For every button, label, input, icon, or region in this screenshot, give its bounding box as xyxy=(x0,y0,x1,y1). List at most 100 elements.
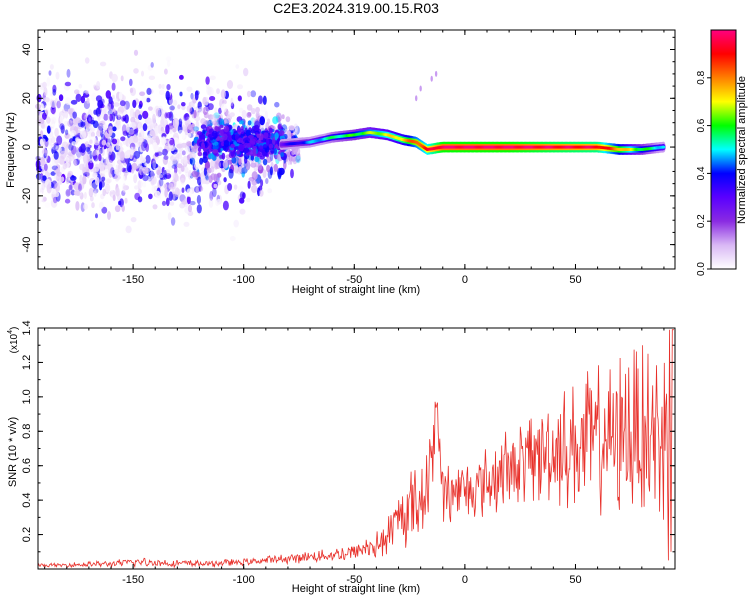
heatmap-cell xyxy=(227,131,231,138)
heatmap-cell xyxy=(43,196,47,202)
colorbar-tick-label: 0.4 xyxy=(696,166,707,180)
heatmap-cell xyxy=(210,114,216,124)
heatmap-cell xyxy=(227,183,233,191)
heatmap-cell xyxy=(152,204,158,210)
x-tick-label: -150 xyxy=(122,574,144,586)
heatmap-cell xyxy=(202,156,208,164)
heatmap-cell xyxy=(168,191,173,201)
heatmap-cell xyxy=(142,123,148,132)
heatmap-cell xyxy=(108,153,114,163)
heatmap-cell xyxy=(250,162,257,168)
heatmap-cell xyxy=(272,116,279,125)
heatmap-cell xyxy=(179,91,183,97)
heatmap-cell xyxy=(140,80,144,87)
heatmap-cell xyxy=(96,81,101,90)
heatmap-cell xyxy=(253,124,260,132)
heatmap-cell xyxy=(187,132,191,138)
heatmap-cell xyxy=(87,147,91,155)
heatmap-cell xyxy=(51,158,56,169)
heatmap-cell xyxy=(262,169,267,178)
heatmap-cell xyxy=(69,113,74,124)
heatmap-cell xyxy=(74,137,81,143)
heatmap-cell xyxy=(290,155,298,162)
heatmap-cell xyxy=(202,151,208,159)
heatmap-cell xyxy=(197,131,203,136)
heatmap-cell xyxy=(230,149,235,157)
heatmap-cell xyxy=(111,94,115,100)
heatmap-cell xyxy=(237,95,242,102)
heatmap-cell xyxy=(147,117,152,125)
heatmap-cell xyxy=(172,117,179,128)
heatmap-cell xyxy=(59,115,64,124)
heatmap-cell xyxy=(175,153,180,158)
heatmap-cell xyxy=(62,162,67,170)
heatmap-cell xyxy=(168,125,173,135)
heatmap-cell xyxy=(267,188,273,194)
heatmap-cell xyxy=(117,106,125,114)
heatmap-cell xyxy=(130,146,134,156)
heatmap-cell xyxy=(116,159,123,165)
heatmap-cell xyxy=(85,90,89,95)
heatmap-cell xyxy=(157,108,161,118)
heatmap-cell xyxy=(117,163,124,173)
heatmap-cell xyxy=(241,109,247,119)
heatmap-cell xyxy=(237,84,243,90)
heatmap-cell xyxy=(74,89,80,95)
heatmap-cell xyxy=(169,139,175,146)
heatmap-cell xyxy=(216,172,222,178)
heatmap-cell xyxy=(158,83,162,89)
y-tick-label: 0.2 xyxy=(21,527,33,542)
heatmap-cell xyxy=(234,133,239,141)
heatmap-cell xyxy=(71,145,77,155)
heatmap-cell xyxy=(190,93,194,100)
heatmap-cell xyxy=(95,95,103,102)
heatmap-cell xyxy=(185,146,190,155)
heatmap-cell xyxy=(52,88,57,96)
heatmap-cell xyxy=(190,157,196,166)
heatmap-cell xyxy=(243,67,249,77)
heatmap-cell xyxy=(107,112,111,122)
colorbar-ticks: 0.0 0.2 0.4 0.6 0.8 xyxy=(696,70,711,276)
heatmap-cell xyxy=(251,180,258,186)
heatmap-cell xyxy=(42,112,47,121)
heatmap-cell xyxy=(132,99,137,109)
heatmap-cell xyxy=(104,178,111,185)
heatmap-cell xyxy=(64,81,72,87)
heatmap-cell xyxy=(102,188,106,197)
heatmap-cell xyxy=(155,157,160,163)
heatmap-cell xyxy=(415,95,418,102)
heatmap-cell xyxy=(165,197,170,207)
heatmap-cell xyxy=(105,156,111,165)
heatmap-panel: -150 -100 -50 0 50 -40 -20 0 20 40 Height of str… xyxy=(5,29,676,296)
heatmap-cell xyxy=(181,102,186,107)
heatmap-cell xyxy=(41,181,46,191)
heatmap-cell xyxy=(238,166,242,173)
heatmap-cell xyxy=(176,163,183,169)
heatmap-cell xyxy=(177,104,181,110)
heatmap-cell xyxy=(137,188,142,195)
heatmap-cell xyxy=(247,112,252,117)
heatmap-cell xyxy=(224,118,231,124)
heatmap-cell xyxy=(290,168,294,179)
heatmap-cell xyxy=(278,130,285,136)
heatmap-cell xyxy=(101,206,108,214)
heatmap-cell xyxy=(55,145,62,153)
heatmap-cell xyxy=(67,141,71,149)
heatmap-cell xyxy=(208,175,213,183)
heatmap-cell xyxy=(257,95,263,104)
heatmap-cell xyxy=(177,129,185,138)
heatmap-cell xyxy=(266,138,270,146)
heatmap-cell xyxy=(64,132,70,139)
heatmap-cell xyxy=(54,127,59,137)
x-tick-label: -100 xyxy=(233,274,255,286)
heatmap-cell xyxy=(159,89,165,96)
heatmap-cell xyxy=(93,109,98,115)
heatmap-cell xyxy=(148,106,153,111)
heatmap-cell xyxy=(248,177,255,182)
heatmap-cell xyxy=(101,98,105,105)
heatmap-y-axis-label: Frequency (Hz) xyxy=(5,112,17,188)
heatmap-cell xyxy=(103,113,109,121)
heatmap-cell xyxy=(233,184,238,190)
heatmap-cell xyxy=(188,169,192,180)
